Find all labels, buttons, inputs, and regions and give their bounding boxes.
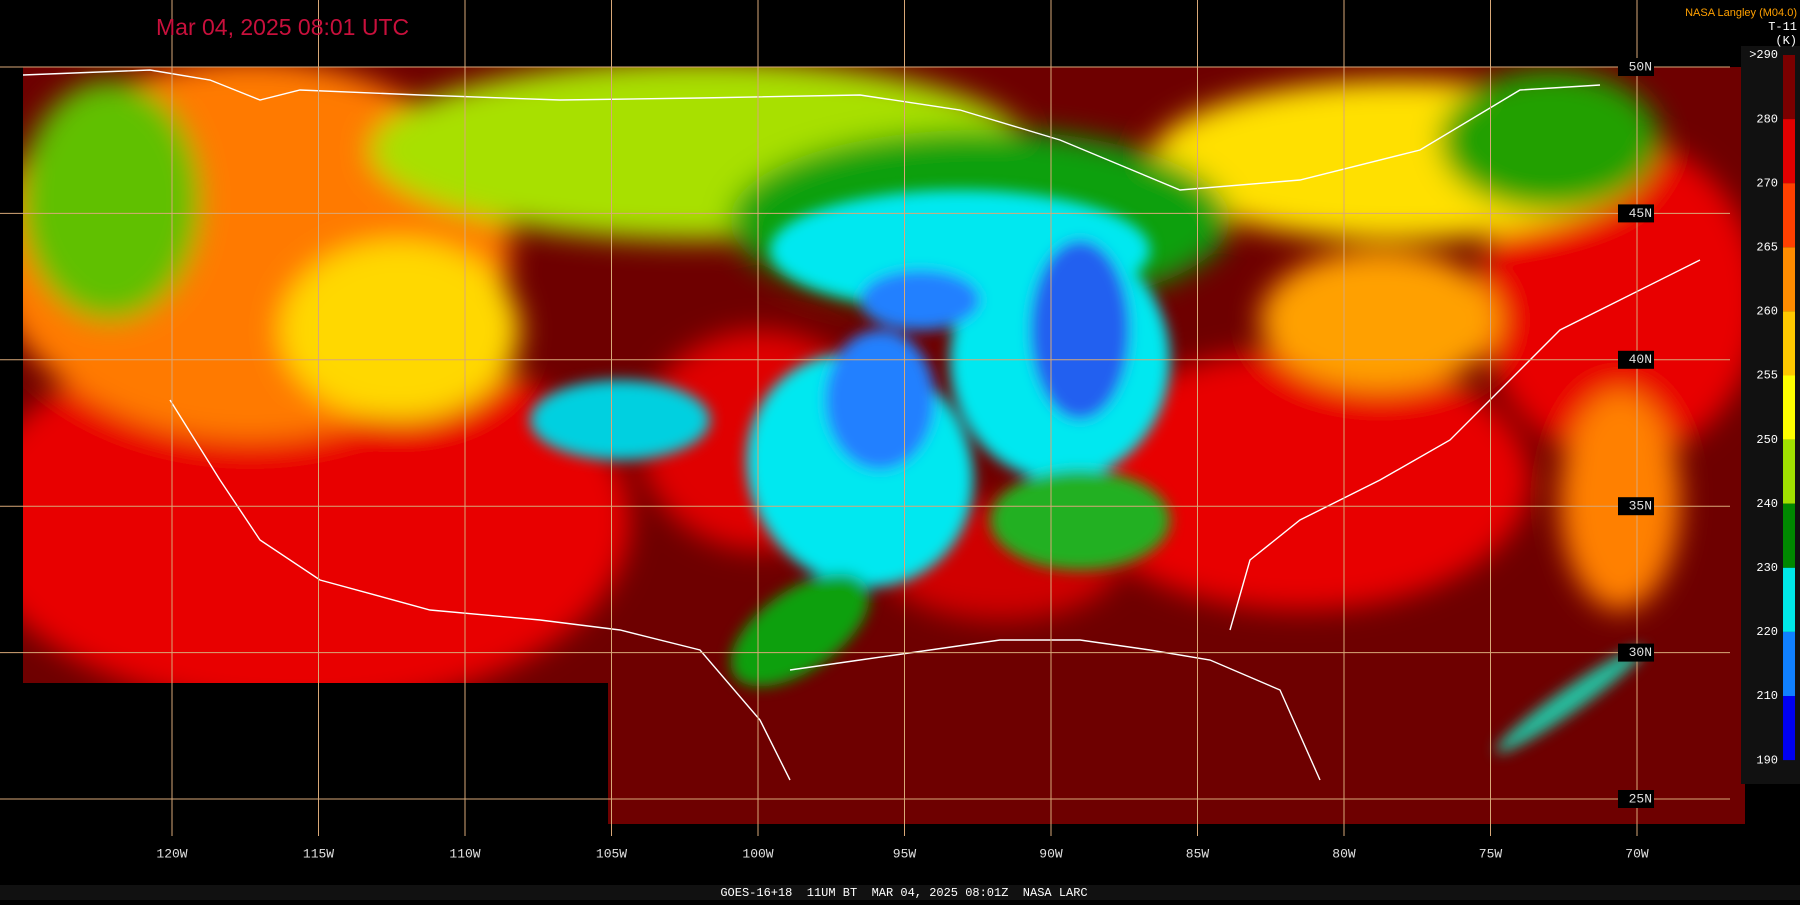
label-bg <box>1618 790 1654 808</box>
colorbar-swatch <box>1783 55 1795 120</box>
label-bg <box>587 845 636 863</box>
latitude-label: 35N <box>1629 499 1652 514</box>
colorbar-label: 270 <box>1756 176 1778 190</box>
label-bg <box>1320 845 1368 863</box>
label-bg <box>1618 58 1654 76</box>
longitude-label: 115W <box>303 846 334 861</box>
colorbar-swatch <box>1783 696 1795 761</box>
label-bg <box>734 845 782 863</box>
label-bg <box>1618 350 1654 369</box>
colorbar-swatch <box>1783 247 1795 312</box>
longitude-label: 110W <box>449 846 480 861</box>
coastlines-borders <box>22 69 1701 781</box>
colorbar-label: 250 <box>1756 433 1778 447</box>
label-bg <box>1173 845 1222 863</box>
colorbar-unit: (K) <box>1775 34 1797 48</box>
colorbar-label: 210 <box>1756 689 1778 703</box>
colorbar-label: 240 <box>1756 497 1778 511</box>
colorbar-swatch <box>1783 631 1795 696</box>
colorbar-swatch <box>1783 439 1795 504</box>
colorbar-swatch <box>1783 119 1795 184</box>
source-label: NASA Langley (M04.0) <box>1685 7 1797 19</box>
colorbar-label: 260 <box>1756 305 1778 319</box>
label-bg <box>294 845 343 863</box>
colorbar-swatch <box>1783 183 1795 248</box>
latitude-label: 40N <box>1629 352 1652 367</box>
longitude-label: 75W <box>1479 846 1503 861</box>
label-bg <box>1618 497 1654 516</box>
colorbar: >290 280 270 265 260 255 250 240 230 220 210 190 <box>1749 48 1795 767</box>
footer-bar <box>0 885 1800 900</box>
longitude-label: 70W <box>1625 846 1649 861</box>
longitude-label: 100W <box>742 846 773 861</box>
label-bg <box>441 845 489 863</box>
colorbar-swatch <box>1783 311 1795 376</box>
label-bg <box>1618 643 1654 662</box>
latitude-label: 30N <box>1629 645 1652 660</box>
colorbar-swatch <box>1783 375 1795 440</box>
colorbar-label: 220 <box>1756 625 1778 639</box>
colorbar-swatch <box>1783 503 1795 568</box>
colorbar-variable: T-11 <box>1768 20 1797 34</box>
colorbar-label: 265 <box>1756 240 1778 254</box>
label-bg <box>880 845 929 863</box>
timestamp: Mar 04, 2025 08:01 UTC <box>156 14 409 40</box>
label-bg <box>1466 845 1515 863</box>
latitude-label: 25N <box>1629 791 1652 806</box>
colorbar-swatch <box>1783 567 1795 632</box>
colorbar-label: 190 <box>1756 753 1778 767</box>
latitude-label: 45N <box>1629 206 1652 221</box>
label-bg <box>1613 845 1661 863</box>
longitude-label: 95W <box>893 846 917 861</box>
colorbar-label: 230 <box>1756 561 1778 575</box>
colorbar-label: 280 <box>1756 112 1778 126</box>
longitude-label: 120W <box>156 846 187 861</box>
colorbar-label: >290 <box>1749 48 1778 62</box>
label-bg <box>1027 845 1075 863</box>
longitude-label: 90W <box>1039 846 1063 861</box>
label-bg <box>148 845 196 863</box>
lat-lon-grid: 120W 115W 110W 105W 100W 95W 90W 85W 80W 75W 70W 50… <box>0 0 1730 863</box>
label-bg <box>1618 204 1654 223</box>
longitude-label: 105W <box>596 846 627 861</box>
longitude-label: 80W <box>1332 846 1356 861</box>
longitude-label: 85W <box>1186 846 1210 861</box>
latitude-label: 50N <box>1629 59 1652 74</box>
footer-text: GOES-16+18 11UM BT MAR 04, 2025 08:01Z N… <box>720 886 1087 900</box>
colorbar-label: 255 <box>1756 369 1778 383</box>
